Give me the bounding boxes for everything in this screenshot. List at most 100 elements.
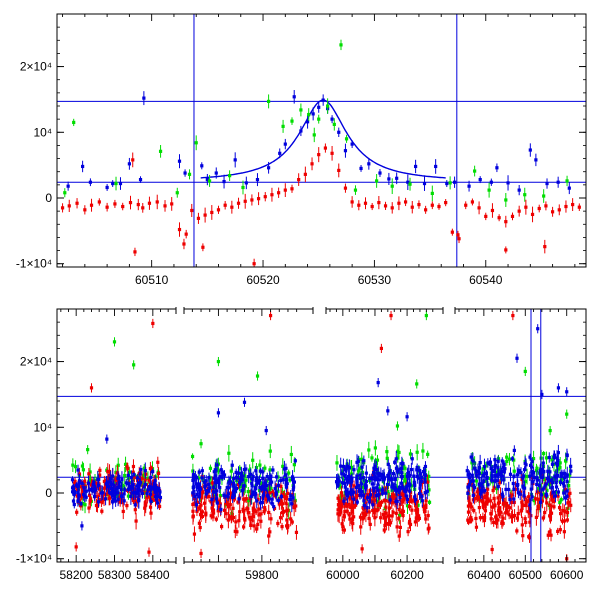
data-point [512,487,516,491]
data-point [278,151,282,155]
data-point [105,205,109,209]
data-point [207,179,212,183]
data-point [244,181,248,185]
data-point [92,489,96,493]
data-point [418,483,422,487]
data-point [536,487,541,491]
data-point [364,486,368,490]
data-point-outlier [112,340,117,344]
data-point [340,481,344,485]
data-point [420,475,424,479]
x-tick-label: 60520 [246,273,280,287]
x-tick-label: 60500 [509,568,543,582]
data-point [81,501,85,506]
data-point [470,457,474,461]
data-point [128,201,133,205]
data-point [284,480,288,484]
axis-break-gap-bottom [176,561,184,563]
data-point [350,520,354,524]
data-point [481,485,485,489]
data-point [211,503,215,507]
data-point [271,492,276,496]
data-point [250,198,254,202]
data-point [183,171,187,175]
data-point [270,480,274,484]
data-point [403,476,408,480]
data-point [541,461,545,465]
data-point [413,495,417,499]
data-point [467,498,471,502]
data-point [340,494,344,498]
data-point [345,509,349,513]
data-point [130,486,134,490]
data-point [109,487,114,491]
data-point [504,487,508,492]
data-point [194,482,199,486]
data-point [204,513,208,517]
data-point [109,476,113,481]
data-point [214,497,219,501]
data-point [231,515,236,520]
data-point [496,459,500,463]
data-point [250,492,255,497]
data-point [323,146,327,150]
data-point [364,512,368,517]
data-point [268,449,272,453]
data-point [553,494,558,498]
data-point [444,201,448,205]
data-point-outlier [360,547,364,551]
data-point [336,477,340,481]
data-point [426,513,430,518]
data-point [534,469,539,473]
data-point [270,193,274,197]
data-point [552,505,556,509]
data-point [243,518,247,522]
data-point [558,528,562,532]
data-point [290,520,294,524]
data-point [500,459,504,463]
data-point [158,490,162,494]
data-point [384,505,388,509]
data-point-outlier [151,321,155,326]
data-point [225,502,230,506]
data-point [415,499,419,503]
data-point [121,204,125,209]
data-point [277,191,281,195]
data-point [548,503,552,507]
data-point [421,504,426,509]
data-point [88,470,92,474]
data-point [478,492,483,496]
data-point [356,484,360,488]
data-point [400,471,404,475]
data-point [358,473,362,477]
data-point [222,179,226,184]
data-point [418,468,422,473]
data-point [475,490,479,494]
data-point [538,469,542,473]
data-point [72,502,76,507]
data-point [355,500,359,504]
data-point [486,497,490,501]
data-point [489,467,493,471]
data-point [338,496,342,500]
data-point [138,488,142,492]
data-point [124,481,128,485]
data-point [363,497,367,501]
data-point [520,500,524,504]
top-panel-frame [56,13,587,268]
data-point [382,528,386,532]
data-point [196,216,201,220]
data-point [516,491,520,495]
data-point [197,476,201,480]
data-point [136,202,140,207]
data-point [470,505,474,509]
data-point [212,485,216,489]
data-point [467,520,471,524]
data-point [102,486,107,490]
data-point [284,466,288,470]
data-point [236,201,241,205]
axis-break-gap-top [176,308,184,310]
data-point [226,518,230,522]
data-point [117,484,121,488]
data-point [258,501,263,505]
